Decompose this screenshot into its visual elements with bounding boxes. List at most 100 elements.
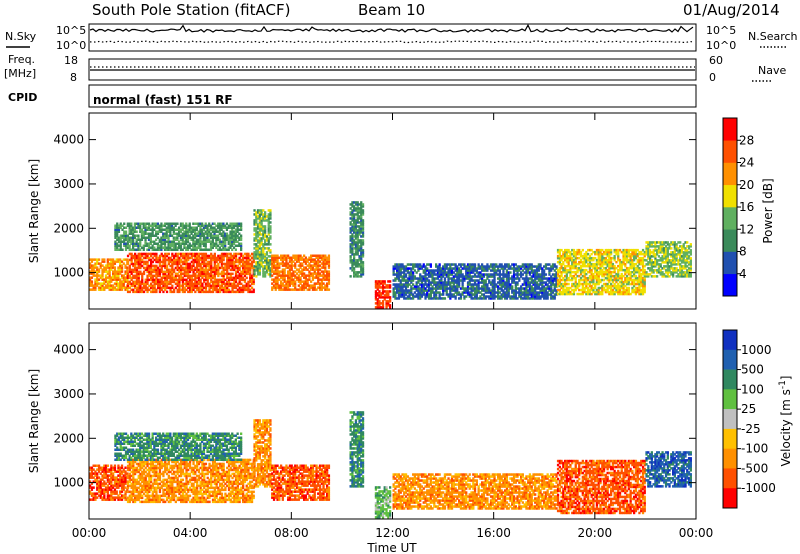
heatmap-cell: [232, 222, 236, 225]
heatmap-cell: [155, 282, 158, 286]
heatmap-cell: [128, 248, 131, 251]
heatmap-cell: [452, 281, 455, 284]
heatmap-cell: [269, 263, 272, 266]
heatmap-cell: [564, 252, 567, 256]
heatmap-cell: [599, 286, 602, 290]
heatmap-cell: [537, 287, 540, 290]
heatmap-cell: [278, 288, 281, 291]
heatmap-cell: [486, 291, 489, 294]
heatmap-cell: [144, 242, 147, 245]
heatmap-cell: [192, 230, 195, 233]
heatmap-cell: [256, 257, 260, 260]
heatmap-cell: [433, 273, 436, 276]
heatmap-cell: [576, 268, 579, 272]
heatmap-cell: [436, 283, 440, 286]
heatmap-cell: [518, 293, 521, 296]
heatmap-cell: [571, 278, 574, 282]
heatmap-cell: [571, 248, 574, 252]
heatmap-cell: [132, 284, 135, 288]
heatmap-cell: [507, 295, 510, 298]
heatmap-cell: [135, 234, 138, 237]
heatmap-cell: [583, 268, 586, 272]
heatmap-cell: [229, 276, 232, 280]
heatmap-cell: [219, 254, 222, 258]
heatmap-cell: [192, 262, 195, 266]
heatmap-cell: [278, 284, 281, 287]
heatmap-cell: [608, 290, 611, 294]
heatmap-cell: [572, 258, 576, 262]
heatmap-cell: [525, 287, 528, 290]
heatmap-cell: [130, 272, 133, 276]
heatmap-cell: [594, 286, 597, 290]
heatmap-cell: [224, 244, 227, 247]
heatmap-cell: [137, 224, 140, 227]
heatmap-cell: [541, 267, 544, 270]
heatmap-cell: [431, 277, 434, 280]
heatmap-cell: [555, 277, 558, 280]
heatmap-cell: [249, 276, 252, 280]
heatmap-cell: [354, 249, 358, 252]
heatmap-cell: [106, 266, 109, 269]
heatmap-cell: [236, 252, 239, 256]
heatmap-cell: [195, 228, 198, 231]
heatmap-cell: [585, 268, 588, 272]
heatmap-cell: [195, 226, 198, 229]
heatmap-cell: [137, 278, 140, 282]
heatmap-cell: [204, 270, 208, 274]
heatmap-cell: [604, 272, 607, 276]
heatmap-cell: [324, 284, 327, 287]
heatmap-cell: [194, 280, 197, 284]
heatmap-cell: [356, 229, 359, 232]
heatmap-cell: [294, 256, 297, 259]
heatmap-cell: [447, 293, 450, 296]
heatmap-cell: [602, 286, 606, 290]
heatmap-cell: [222, 224, 225, 227]
heatmap-cell: [202, 232, 206, 235]
heatmap-cell: [101, 288, 104, 291]
heatmap-cell: [209, 242, 213, 245]
heatmap-cell: [89, 258, 92, 261]
heatmap-cell: [174, 246, 177, 249]
heatmap-cell: [610, 274, 613, 278]
heatmap-cell: [486, 265, 489, 268]
heatmap-cell: [135, 276, 139, 280]
heatmap-cell: [470, 297, 473, 300]
heatmap-cell: [615, 290, 618, 294]
heatmap-cell: [426, 289, 429, 292]
heatmap-cell: [318, 268, 322, 271]
heatmap-cell: [404, 285, 408, 288]
heatmap-cell: [165, 276, 169, 280]
heatmap-cell: [385, 306, 388, 309]
heatmap-cell: [419, 265, 422, 268]
heatmap-cell: [442, 289, 445, 292]
heatmap-cell: [310, 266, 313, 269]
heatmap-cell: [206, 230, 209, 233]
heatmap-cell: [197, 274, 201, 278]
heatmap-cell: [525, 263, 528, 266]
heatmap-cell: [419, 263, 422, 266]
heatmap-cell: [172, 230, 175, 233]
heatmap-cell: [112, 262, 115, 265]
heatmap-cell: [110, 284, 113, 287]
heatmap-cell: [174, 248, 177, 251]
heatmap-cell: [484, 279, 487, 282]
heatmap-cell: [224, 264, 227, 268]
heatmap-cell: [301, 284, 304, 287]
heatmap-cell: [271, 262, 274, 265]
heatmap-cell: [181, 280, 185, 284]
heatmap-cell: [202, 248, 206, 251]
heatmap-cell: [130, 236, 133, 239]
heatmap-cell: [354, 245, 358, 248]
heatmap-cell: [472, 269, 475, 272]
heatmap-cell: [167, 274, 170, 278]
heatmap-cell: [144, 262, 147, 266]
heatmap-cell: [234, 272, 238, 276]
heatmap-cell: [484, 285, 487, 288]
heatmap-cell: [106, 272, 109, 275]
heatmap-cell: [543, 289, 546, 292]
heatmap-cell: [269, 259, 272, 262]
heatmap-cell: [473, 297, 477, 300]
heatmap-cell: [608, 278, 611, 282]
heatmap-cell: [613, 248, 616, 252]
heatmap-cell: [208, 230, 211, 233]
